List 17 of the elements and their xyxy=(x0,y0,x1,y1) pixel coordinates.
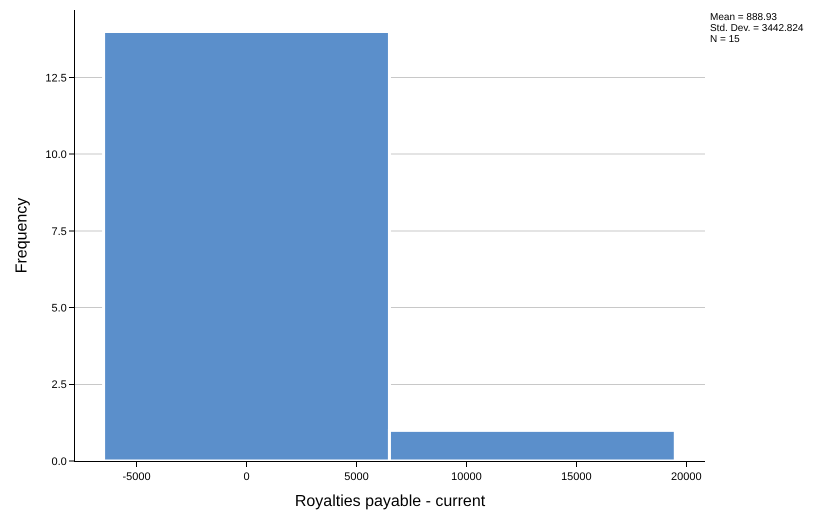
x-tick-label: 5000 xyxy=(344,471,369,484)
y-tick-label: 0.0 xyxy=(52,456,67,468)
y-tick-label: 12.5 xyxy=(45,72,67,84)
x-tick-label: 20000 xyxy=(671,471,702,484)
x-tick-label: 10000 xyxy=(451,471,482,484)
y-tick-label: 5.0 xyxy=(52,302,67,314)
x-tick-label: 0 xyxy=(243,471,250,484)
y-tick-label: 2.5 xyxy=(52,379,67,392)
y-tick-label: 10.0 xyxy=(45,149,67,162)
x-axis-title: Royalties payable - current xyxy=(294,492,486,510)
text: Std. Dev. = 3442.824 xyxy=(710,23,804,34)
text: Mean = 888.93 xyxy=(710,12,778,23)
y-axis-title: Frequency xyxy=(13,198,30,274)
text: N = 15 xyxy=(710,34,740,45)
x-tick-label: -5000 xyxy=(122,471,151,484)
x-tick-label: 15000 xyxy=(561,471,592,484)
y-tick-label: 7.5 xyxy=(52,226,67,238)
